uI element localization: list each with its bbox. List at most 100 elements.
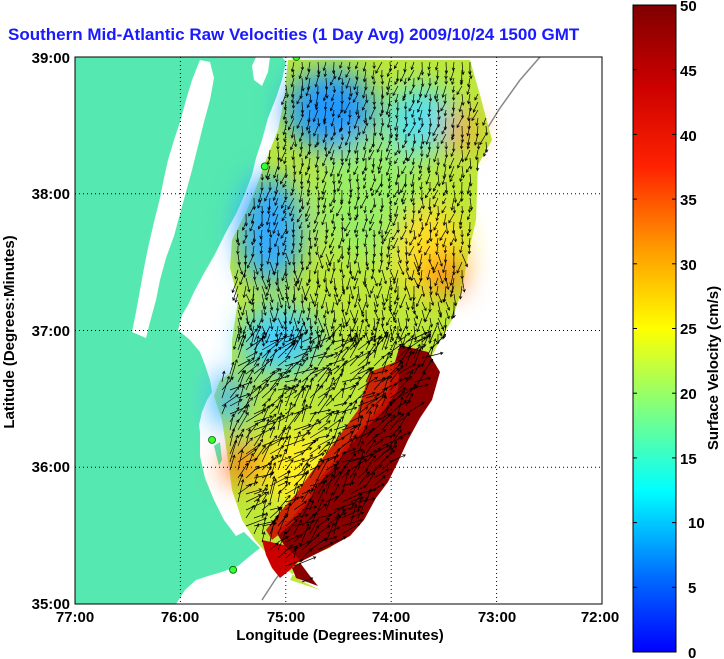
current-vector-arrow — [298, 205, 303, 214]
current-vector-arrow — [443, 253, 448, 263]
current-vector-arrow — [357, 430, 374, 439]
current-vector-arrow — [253, 367, 265, 383]
colorbar-tick-label: 50 — [680, 0, 697, 15]
current-vector-arrow — [426, 237, 431, 244]
current-vector-arrow — [293, 485, 300, 503]
current-vector-arrow — [443, 109, 448, 117]
current-vector-arrow — [245, 494, 262, 503]
current-vector-arrow — [237, 334, 247, 359]
current-vector-arrow — [365, 403, 375, 415]
current-vector-arrow — [341, 376, 362, 383]
current-vector-arrow — [386, 85, 391, 96]
current-vector-arrow — [269, 348, 278, 367]
current-vector-arrow — [265, 285, 271, 297]
current-vector-arrow — [282, 205, 287, 215]
current-vector-arrow — [365, 351, 371, 367]
current-vector-arrow — [265, 165, 271, 179]
current-vector-arrow — [357, 424, 368, 447]
current-vector-arrow — [441, 173, 447, 186]
current-vector-arrow — [341, 229, 345, 243]
current-vector-arrow — [229, 381, 253, 391]
current-vector-arrow — [330, 117, 335, 127]
current-vector-arrow — [322, 93, 327, 102]
current-vector-arrow — [260, 205, 265, 215]
current-vector-arrow — [417, 101, 423, 113]
current-vector-arrow — [309, 465, 321, 471]
current-vector-arrow — [272, 189, 279, 202]
x-tick-label: 76:00 — [161, 609, 199, 626]
current-vector-arrow — [293, 379, 302, 391]
current-vector-arrow — [434, 77, 439, 86]
current-vector-arrow — [409, 221, 415, 234]
current-vector-arrow — [333, 483, 340, 495]
current-vector-arrow — [298, 245, 303, 254]
current-vector-arrow — [405, 370, 413, 383]
current-vector-arrow — [288, 309, 295, 325]
current-vector-arrow — [465, 165, 471, 173]
current-vector-arrow — [261, 277, 268, 290]
current-vector-arrow — [313, 125, 319, 137]
current-vector-arrow — [229, 434, 239, 455]
current-vector-arrow — [221, 370, 226, 383]
current-vector-arrow — [260, 213, 264, 228]
speed-blob-blue-north — [285, 70, 375, 150]
current-vector-arrow — [409, 237, 415, 246]
speed-region-high — [266, 360, 400, 540]
current-vector-arrow — [269, 461, 277, 479]
current-vector-arrow — [245, 384, 256, 407]
current-vector-arrow — [301, 489, 310, 503]
speed-blob-orange-east — [445, 110, 475, 150]
current-vector-arrow — [285, 434, 292, 455]
current-vector-arrow — [300, 101, 305, 114]
current-vector-arrow — [464, 149, 471, 162]
current-vector-arrow — [323, 317, 327, 327]
current-vector-arrow — [314, 157, 319, 169]
current-vector-arrow — [362, 221, 367, 233]
current-vector-arrow — [389, 400, 407, 415]
current-vector-arrow — [333, 536, 347, 543]
current-vector-arrow — [261, 370, 276, 391]
current-vector-arrow — [341, 333, 351, 351]
current-vector-arrow — [386, 261, 391, 271]
current-vector-arrow — [285, 85, 289, 98]
current-vector-arrow — [372, 101, 377, 111]
current-vector-arrow — [420, 117, 425, 128]
current-vector-arrow — [435, 245, 439, 256]
current-vector-arrow — [277, 317, 284, 330]
current-vector-arrow — [338, 293, 343, 303]
current-vector-arrow — [237, 411, 249, 431]
current-vector-arrow — [436, 205, 441, 217]
current-vector-arrow — [466, 85, 471, 96]
current-vector-arrow — [357, 391, 376, 399]
current-vector-arrow — [261, 441, 272, 463]
current-vector-arrow — [417, 125, 423, 134]
current-vector-arrow — [372, 237, 377, 248]
current-vector-arrow — [397, 376, 409, 383]
current-vector-arrow — [403, 205, 407, 213]
current-vector-arrow — [385, 101, 391, 116]
x-tick-label: 72:00 — [581, 609, 619, 626]
current-vector-arrow — [357, 471, 370, 487]
current-vector-arrow — [417, 69, 423, 81]
current-vector-arrow — [461, 253, 468, 268]
current-vector-arrow — [418, 229, 423, 238]
current-vector-arrow — [337, 109, 343, 119]
current-vector-arrow — [371, 165, 375, 174]
current-vector-arrow — [245, 403, 250, 415]
current-vector-arrow — [285, 484, 303, 495]
current-vector-arrow — [357, 449, 365, 471]
current-vector-arrow — [396, 245, 400, 254]
current-vector-arrow — [460, 109, 465, 119]
current-vector-arrow — [261, 333, 266, 347]
current-vector-arrow — [237, 301, 242, 311]
current-vector-arrow — [296, 213, 303, 223]
current-vector-arrow — [397, 376, 412, 391]
current-vector-arrow — [357, 468, 369, 479]
current-vector-arrow — [348, 213, 352, 222]
current-vector-arrow — [443, 245, 448, 254]
current-vector-arrow — [341, 436, 359, 447]
current-vector-arrow — [411, 109, 415, 118]
current-vector-arrow — [456, 261, 463, 274]
colorbar-tick-label: 10 — [688, 515, 705, 532]
current-vector-arrow — [349, 285, 355, 300]
